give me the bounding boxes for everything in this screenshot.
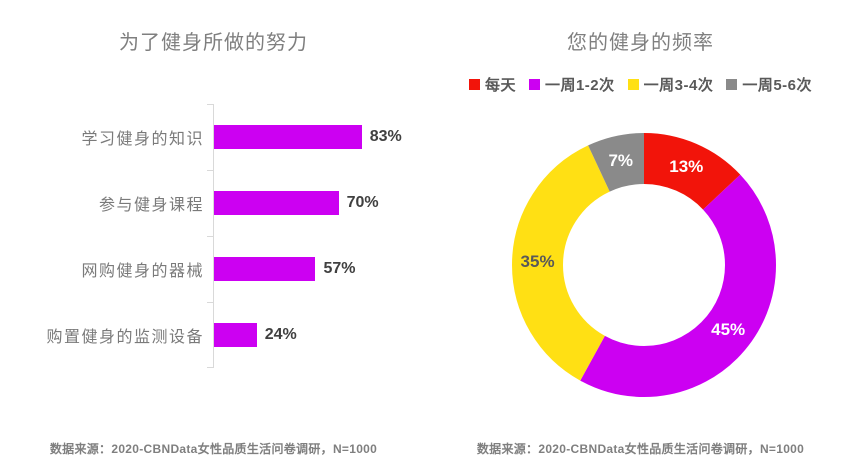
legend-label: 一周1-2次 — [544, 76, 615, 94]
axis-tick — [207, 302, 213, 303]
bar-value-label: 24% — [264, 326, 297, 343]
donut-value-label: 45% — [711, 320, 746, 340]
bar-category-label: 参与健身课程 — [98, 197, 204, 214]
donut-value-label: 13% — [669, 157, 704, 177]
bar-chart-panel: 为了健身所做的努力 学习健身的知识 83% 参与健身课程 70% 网购健身的器械 57% 购… — [0, 32, 427, 456]
axis-tick — [207, 104, 213, 105]
donut-chart-title: 您的健身的频率 — [567, 32, 714, 54]
legend-label: 每天 — [484, 76, 516, 94]
bar-chart-axis-line — [213, 104, 214, 368]
bar-row: 购置健身的监测设备 24% — [0, 302, 427, 368]
bar-chart-source: 数据来源：2020-CBNData女性品质生活问卷调研，N=1000 — [49, 442, 378, 456]
donut-slice — [512, 133, 776, 397]
legend-swatch — [627, 78, 639, 90]
bar-value-label: 70% — [346, 194, 379, 211]
bar-chart-title: 为了健身所做的努力 — [119, 32, 308, 54]
bar-row: 参与健身课程 70% — [0, 170, 427, 236]
bar-category-label: 网购健身的器械 — [81, 263, 204, 280]
axis-tick — [207, 170, 213, 171]
legend-label: 一周3-4次 — [643, 76, 714, 94]
donut-value-label: 35% — [520, 251, 555, 271]
donut-slice — [512, 133, 776, 397]
legend-item: 一周3-4次 — [627, 74, 714, 95]
donut-chart-source: 数据来源：2020-CBNData女性品质生活问卷调研，N=1000 — [476, 442, 805, 456]
legend-swatch — [528, 78, 540, 90]
donut-value-label: 7% — [608, 151, 634, 171]
legend-item: 每天 — [468, 74, 516, 95]
bar-row: 学习健身的知识 83% — [0, 104, 427, 170]
legend-swatch — [468, 78, 480, 90]
legend-swatch — [726, 78, 738, 90]
bar — [214, 257, 316, 281]
bar-chart-plot: 学习健身的知识 83% 参与健身课程 70% 网购健身的器械 57% 购置健身的监测设备 24… — [0, 104, 427, 368]
axis-tick — [207, 236, 213, 237]
bar — [214, 125, 362, 149]
bar-chart-rows: 学习健身的知识 83% 参与健身课程 70% 网购健身的器械 57% 购置健身的监测设备 24… — [0, 104, 427, 368]
donut-chart-panel: 您的健身的频率 每天 一周1-2次 一周3-4次 一周5-6次 13% 45% 35% 7%… — [427, 0, 854, 472]
legend-label: 一周5-6次 — [742, 76, 813, 94]
donut-slice — [512, 133, 776, 397]
legend-item: 一周5-6次 — [726, 74, 812, 95]
donut-slice — [512, 133, 776, 397]
donut-plot: 13% 45% 35% 7% — [427, 0, 854, 472]
bar — [214, 191, 339, 215]
bar-value-label: 83% — [369, 128, 402, 145]
donut-legend: 每天 一周1-2次 一周3-4次 一周5-6次 — [427, 73, 854, 95]
legend-item: 一周1-2次 — [528, 74, 615, 95]
bar — [214, 323, 257, 347]
bar-value-label: 57% — [323, 260, 356, 277]
bar-row: 网购健身的器械 57% — [0, 236, 427, 302]
bar-category-label: 学习健身的知识 — [81, 131, 204, 148]
axis-tick — [207, 367, 213, 368]
donut-ring — [512, 133, 776, 397]
bar-category-label: 购置健身的监测设备 — [46, 329, 204, 346]
